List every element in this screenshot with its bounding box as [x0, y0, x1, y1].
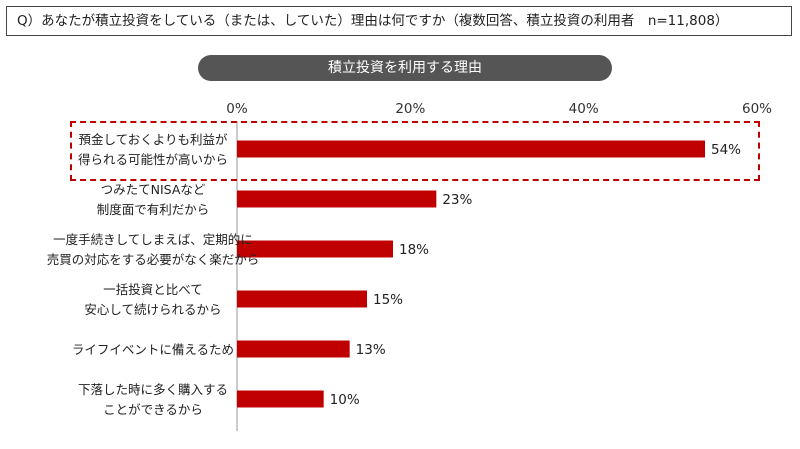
- bar-value-label: 54%: [711, 142, 741, 158]
- category-label: 安心して続けられるから: [84, 302, 221, 317]
- x-tick-label: 40%: [569, 101, 599, 117]
- bar-value-label: 15%: [373, 292, 403, 308]
- bar-value-label: 23%: [442, 192, 472, 208]
- category-label: ことができるから: [103, 402, 203, 417]
- category-label: 得られる可能性が高いから: [78, 152, 228, 167]
- category-label: 預金しておくよりも利益が: [78, 132, 228, 147]
- section-label-text: 積立投資を利用する理由: [328, 60, 482, 76]
- category-label: 一括投資と比べて: [103, 282, 203, 297]
- section-label: 積立投資を利用する理由: [198, 55, 612, 81]
- category-label: ライフイベントに備えるため: [72, 342, 234, 357]
- category-label: 一度手続きしてしまえば、定期的に: [53, 232, 253, 247]
- category-label: 制度面で有利だから: [97, 202, 210, 217]
- bar: [237, 290, 367, 308]
- bar: [237, 340, 350, 358]
- category-label: 下落した時に多く購入する: [78, 382, 228, 397]
- x-tick-label: 0%: [226, 101, 248, 117]
- bar-value-label: 13%: [356, 342, 386, 358]
- category-label: 売買の対応をする必要がなく楽だから: [47, 252, 260, 267]
- bar: [237, 240, 393, 258]
- bar-value-label: 10%: [330, 392, 360, 408]
- highlight-box: [70, 121, 760, 181]
- bar: [237, 190, 437, 208]
- bar: [237, 390, 324, 408]
- x-tick-label: 60%: [742, 101, 772, 117]
- x-tick-label: 20%: [395, 101, 425, 117]
- question-box: Q）あなたが積立投資をしている（または、していた）理由は何ですか（複数回答、積立…: [6, 6, 792, 36]
- question-text: Q）あなたが積立投資をしている（または、していた）理由は何ですか（複数回答、積立…: [17, 13, 729, 29]
- bar-value-label: 18%: [399, 242, 429, 258]
- bar: [237, 140, 705, 158]
- category-label: つみたてNISAなど: [101, 182, 206, 197]
